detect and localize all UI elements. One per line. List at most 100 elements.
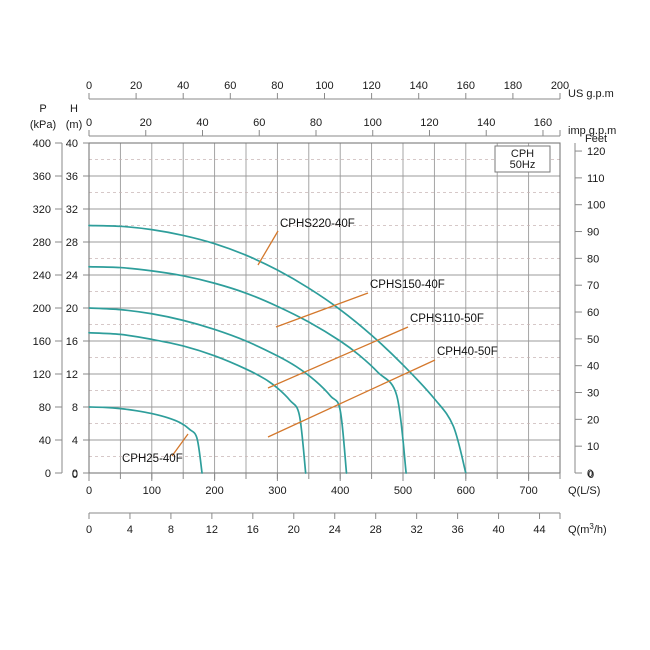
axis-tick-label: 40 — [196, 117, 208, 129]
curve-label-cphs150-40f: CPHS150-40F — [370, 279, 445, 291]
axis-tick-label: 120 — [420, 117, 438, 129]
axis-tick-label: 12 — [66, 369, 78, 381]
performance-curve-cph40-50f[interactable] — [88, 331, 307, 474]
axis-tick-label: 20 — [140, 117, 152, 129]
performance-curve-cphs110-50f[interactable] — [88, 307, 348, 474]
leader-line-cph40-50f — [267, 359, 436, 438]
axis-tick-label: 60 — [253, 117, 265, 129]
axis-tick-label: 32 — [411, 524, 423, 536]
axis-tick-label: 200 — [205, 485, 223, 497]
axis-tick-label: 0 — [587, 468, 593, 480]
axis-tick-label: 40 — [492, 524, 504, 536]
leader-line-cphs220-40f — [257, 230, 279, 266]
performance-curve-cphs150-40f[interactable] — [88, 265, 407, 474]
leader-line-cphs110-50f — [267, 326, 409, 389]
axis-tick-label: 0 — [86, 524, 92, 536]
axis-tick-label: 4 — [72, 435, 78, 447]
curve-label-layer: CPHS220-40F CPHS150-40F CPHS110-50F CPH40-5… — [122, 218, 498, 465]
axis-tick-label: 8 — [168, 524, 174, 536]
axis-tick-label: 20 — [66, 303, 78, 315]
axis-name-h: H — [70, 103, 78, 115]
performance-curve-cphs220-40f[interactable] — [88, 224, 467, 474]
axis-tick-label: 300 — [268, 485, 286, 497]
curve-label-cph40-50f: CPH40-50F — [437, 346, 498, 358]
axis-tick-label: 16 — [66, 336, 78, 348]
curve-layer — [88, 224, 467, 474]
axis-top-imp-gpm: 0 20 40 60 80 100 120 140 160 imp g.p.m — [86, 117, 616, 137]
badge-box — [494, 145, 551, 173]
axis-tick-label: 140 — [477, 117, 495, 129]
axis-unit-label: Q(L/S) — [568, 485, 600, 497]
axis-tick-label: 200 — [33, 303, 51, 315]
axis-tick-label: 110 — [587, 173, 605, 185]
axis-tick-label: 100 — [364, 117, 382, 129]
axis-tick-label: 28 — [66, 237, 78, 249]
axis-tick-label: 400 — [331, 485, 349, 497]
axis-tick-label: 8 — [72, 402, 78, 414]
axis-tick-label: 90 — [587, 227, 599, 239]
axis-tick-label: 160 — [457, 80, 475, 92]
plot-grid — [88, 142, 561, 474]
axis-tick-label: 0 — [45, 468, 51, 480]
axis-tick-label: 50 — [587, 334, 599, 346]
axis-tick-label: 24 — [66, 270, 78, 282]
axis-tick-label: 44 — [533, 524, 545, 536]
axis-tick-label: 32 — [66, 204, 78, 216]
axis-left-pressure: P (kPa) 0 40 80 120 160 200 240 280 320 360 400 — [30, 103, 63, 480]
axis-tick-label: 40 — [587, 361, 599, 373]
axis-tick-label: 100 — [315, 80, 333, 92]
axis-tick-label: 12 — [206, 524, 218, 536]
axis-name-p: P — [39, 103, 46, 115]
axis-unit-h: (m) — [66, 119, 83, 131]
axis-tick-label: 4 — [127, 524, 133, 536]
axis-tick-label: 280 — [33, 237, 51, 249]
curve-label-cphs220-40f: CPHS220-40F — [280, 218, 355, 230]
axis-tick-label: 80 — [310, 117, 322, 129]
axis-tick-label: 320 — [33, 204, 51, 216]
axis-tick-label: 20 — [587, 414, 599, 426]
axis-tick-label: 80 — [587, 253, 599, 265]
axis-tick-label: 24 — [329, 524, 341, 536]
left-zero-marker: 0 — [72, 469, 78, 481]
axis-tick-label: 200 — [551, 80, 569, 92]
axis-tick-label: 36 — [66, 171, 78, 183]
axis-tick-label: 80 — [39, 402, 51, 414]
axis-unit-label: imp g.p.m — [568, 125, 616, 137]
axis-tick-label: 500 — [394, 485, 412, 497]
axis-unit-label: US g.p.m — [568, 88, 614, 100]
axis-tick-label: 0 — [72, 468, 78, 480]
curve-label-cphs110-50f: CPHS110-50F — [410, 313, 484, 325]
leader-line-cph25-40f — [171, 433, 189, 457]
axis-tick-label: 40 — [66, 138, 78, 150]
axis-tick-label: 120 — [362, 80, 380, 92]
axis-tick-label: 80 — [271, 80, 283, 92]
axis-tick-label: 180 — [504, 80, 522, 92]
axis-tick-label: 60 — [587, 307, 599, 319]
axis-tick-label: 0 — [86, 117, 92, 129]
axis-tick-label: 700 — [519, 485, 537, 497]
axis-tick-label: 70 — [587, 280, 599, 292]
badge-line2: 50Hz — [510, 159, 536, 171]
axis-unit-label: Q(m3/h) — [568, 522, 607, 536]
axis-tick-label: 400 — [33, 138, 51, 150]
axis-tick-label: 60 — [224, 80, 236, 92]
axis-tick-label: 140 — [410, 80, 428, 92]
axis-tick-label: 28 — [370, 524, 382, 536]
axis-tick-label: 40 — [177, 80, 189, 92]
axis-tick-label: 120 — [587, 146, 605, 158]
axis-tick-label: 30 — [587, 388, 599, 400]
performance-curve-cph25-40f[interactable] — [88, 406, 203, 474]
axis-tick-label: 600 — [457, 485, 475, 497]
axis-tick-label: 240 — [33, 270, 51, 282]
axis-tick-label: 100 — [143, 485, 161, 497]
axis-tick-label: 100 — [587, 200, 605, 212]
right-zero-marker: 0 — [588, 469, 594, 481]
axis-tick-label: 160 — [534, 117, 552, 129]
axis-name-feet: Feet — [585, 133, 607, 145]
axis-bottom-lps: 0 100 200 300 400 500 600 700 Q(L/S)0 0 — [72, 469, 601, 497]
axis-tick-label: 120 — [33, 369, 51, 381]
